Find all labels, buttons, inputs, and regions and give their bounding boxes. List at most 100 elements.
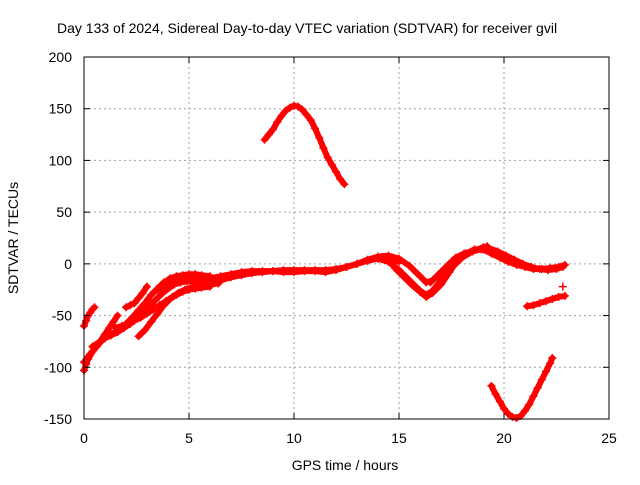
data-point: [399, 272, 408, 281]
data-point: [143, 282, 151, 291]
data-point: [485, 244, 494, 253]
data-point: [476, 245, 485, 254]
data-point: [185, 285, 193, 294]
data-point: [319, 144, 328, 153]
data-point: [136, 313, 145, 322]
y-tick-label: 150: [49, 101, 73, 117]
y-tick-label: 0: [64, 256, 72, 272]
data-point: [86, 349, 95, 358]
data-point: [542, 367, 550, 376]
data-point: [311, 124, 319, 133]
series-arc-7: [134, 282, 214, 341]
data-point: [374, 254, 382, 263]
y-tick-label: -100: [44, 359, 72, 375]
data-point: [512, 413, 521, 422]
data-point: [273, 118, 282, 127]
data-point: [426, 278, 435, 287]
data-point: [437, 280, 445, 289]
data-point: [88, 342, 97, 351]
series-arc-15: [523, 291, 569, 311]
data-point: [407, 280, 416, 289]
data-point: [460, 249, 469, 258]
data-point: [143, 309, 151, 318]
chart-title: Day 133 of 2024, Sidereal Day-to-day VTE…: [57, 20, 557, 36]
data-point: [395, 254, 403, 263]
data-point: [342, 262, 351, 271]
data-point: [195, 282, 204, 291]
data-point: [529, 392, 538, 401]
data-point: [101, 334, 109, 343]
data-point: [491, 390, 500, 399]
data-point: [290, 266, 298, 275]
data-point: [122, 303, 130, 312]
data-point: [558, 282, 567, 291]
data-point: [306, 116, 315, 125]
data-point: [495, 397, 504, 406]
y-tick-label: -150: [44, 411, 72, 427]
data-point: [560, 291, 569, 300]
data-point: [147, 290, 156, 299]
data-point: [443, 261, 452, 270]
data-point: [290, 101, 298, 110]
data-point: [294, 102, 303, 111]
data-point: [149, 305, 158, 314]
y-tick-label: 100: [49, 152, 73, 168]
data-point: [269, 125, 277, 134]
data-point: [151, 296, 160, 305]
data-point: [315, 133, 324, 142]
data-point: [124, 319, 133, 328]
data-point: [500, 404, 508, 413]
data-point: [140, 299, 149, 308]
x-tick-label: 5: [185, 430, 193, 446]
data-point: [195, 274, 204, 283]
plot-frame: [83, 56, 610, 420]
y-tick-label: 50: [56, 204, 72, 220]
data-point: [504, 409, 513, 418]
data-point: [157, 289, 166, 298]
y-tick-label: -50: [52, 308, 72, 324]
data-point: [260, 135, 269, 144]
series-arc-1: [80, 303, 99, 330]
data-point: [130, 316, 139, 325]
series-arc-13: [260, 101, 349, 189]
y-tick-label: 200: [49, 49, 73, 65]
data-point: [281, 106, 290, 115]
data-point: [544, 266, 553, 275]
data-point: [311, 266, 319, 275]
data-point: [428, 288, 437, 297]
data-point: [269, 267, 277, 276]
data-point: [327, 160, 336, 169]
data-point: [336, 175, 345, 184]
series-trace: [488, 354, 556, 421]
data-point: [535, 299, 544, 308]
data-point: [258, 268, 267, 277]
data-point: [172, 290, 181, 299]
data-point: [264, 130, 273, 139]
data-point: [548, 353, 557, 362]
data-point: [546, 359, 555, 368]
grid: [84, 57, 609, 419]
data-point: [300, 266, 309, 275]
data-point: [185, 273, 193, 282]
data-point: [285, 103, 294, 112]
data-point: [153, 309, 162, 318]
data-point: [384, 257, 393, 266]
data-point: [134, 332, 143, 341]
data-point: [298, 105, 307, 114]
data-point: [147, 317, 156, 326]
data-point: [279, 266, 288, 275]
data-point: [134, 293, 143, 302]
series-arc-6: [122, 282, 151, 312]
data-point: [90, 303, 99, 312]
data-point: [107, 331, 116, 340]
data-point: [159, 280, 168, 289]
data-point: [558, 262, 567, 271]
x-tick-label: 10: [286, 430, 302, 446]
data-point: [227, 273, 235, 282]
data-point: [363, 256, 372, 265]
y-axis-title: SDTVAR / TECUs: [5, 182, 21, 294]
data-point: [445, 268, 454, 277]
series-arc-14: [487, 353, 557, 422]
